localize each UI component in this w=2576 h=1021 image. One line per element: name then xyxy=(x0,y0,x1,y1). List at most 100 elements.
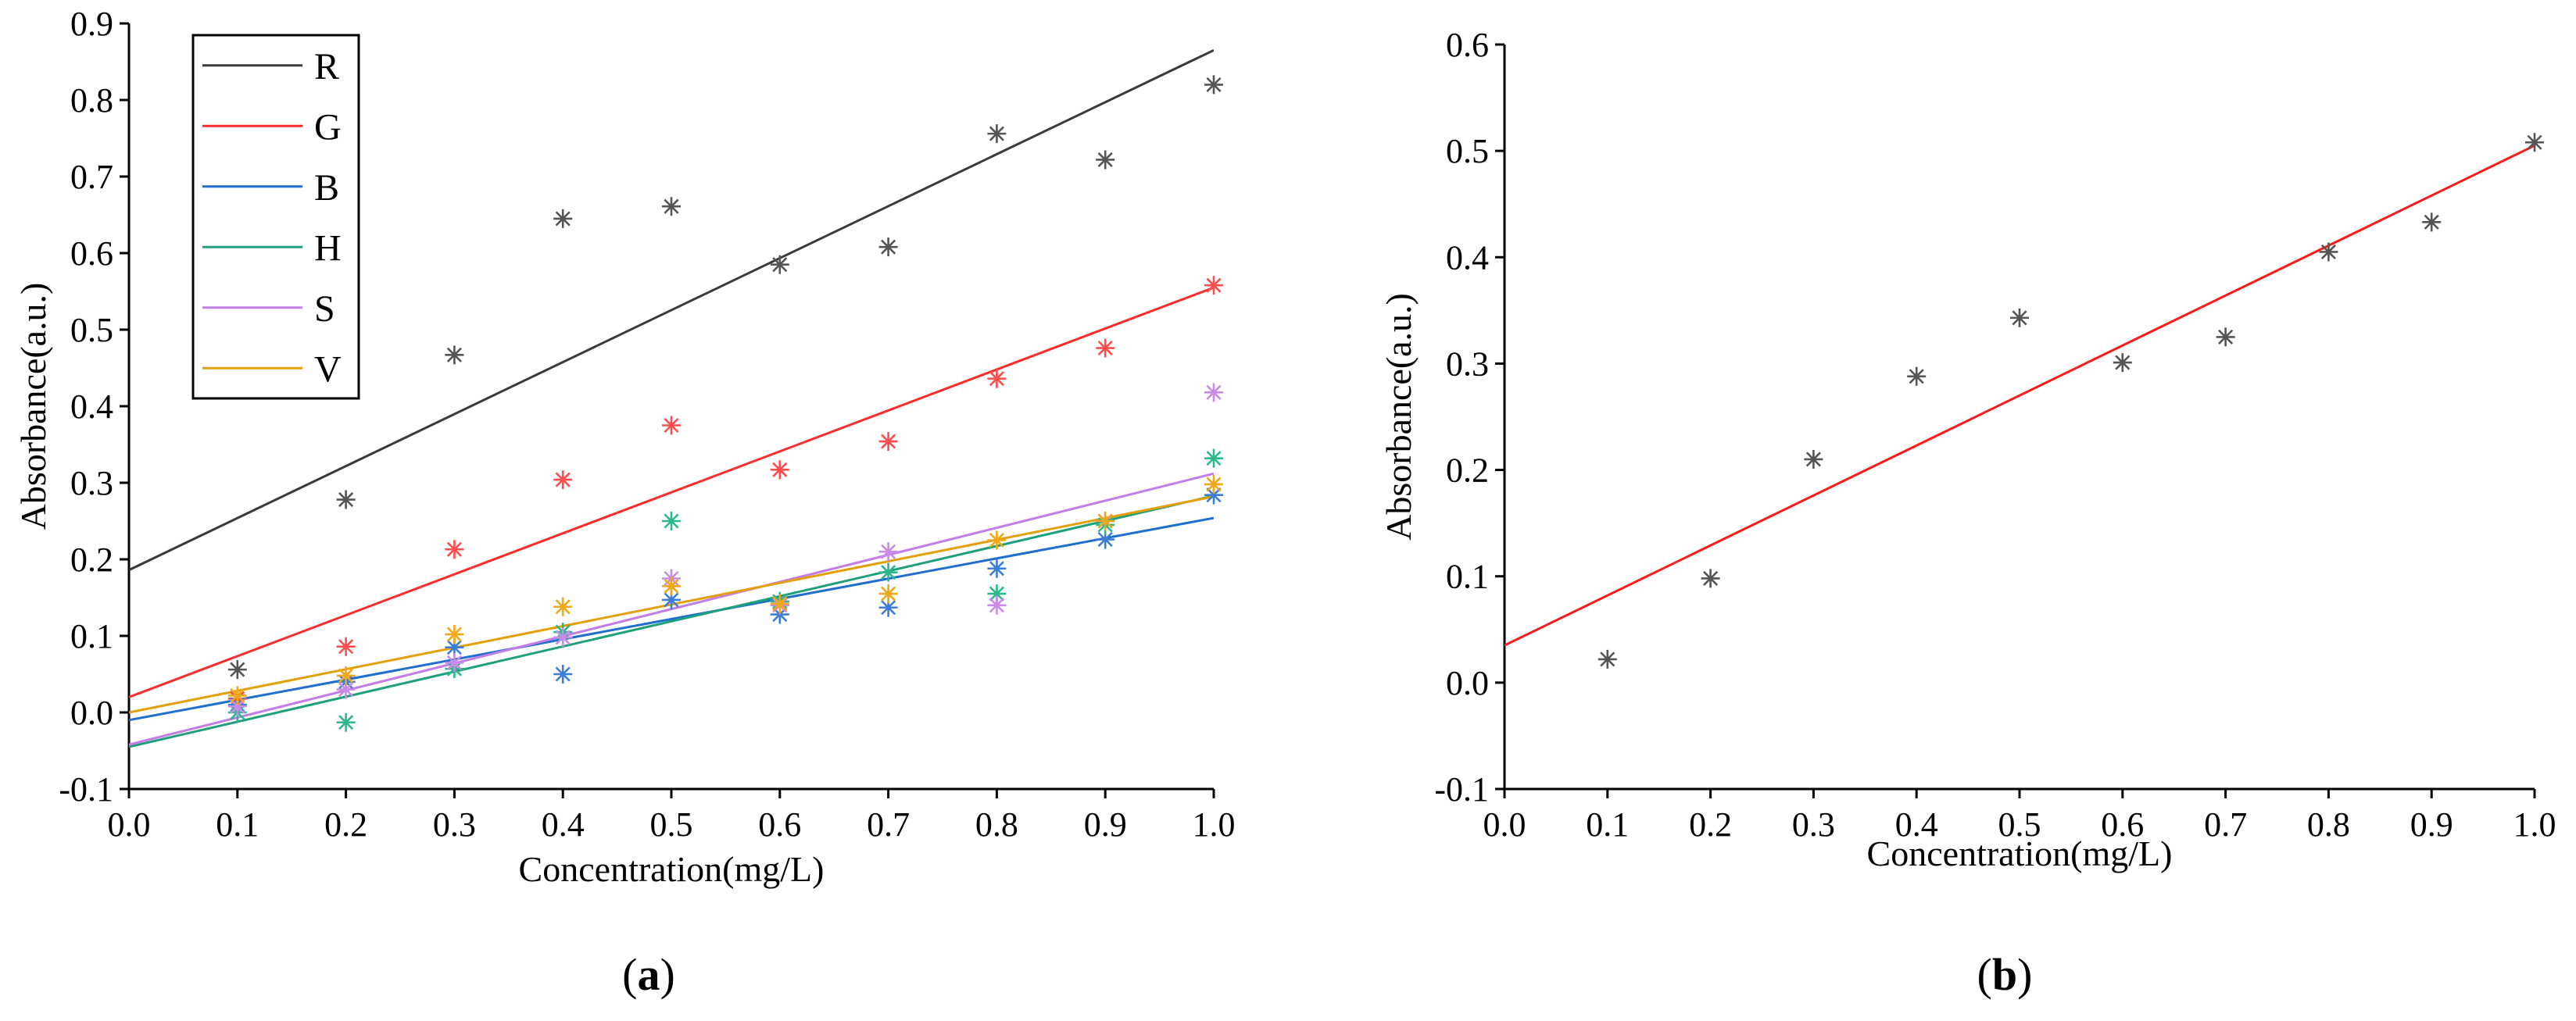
chart0-x-tick-label: 1.0 xyxy=(1193,805,1236,844)
chart1-point-data xyxy=(2422,212,2442,232)
chart0-point-V xyxy=(770,594,789,613)
chart0-point-V-mark xyxy=(553,597,573,616)
chart0-point-R xyxy=(987,124,1007,144)
chart0-legend-label-G: G xyxy=(314,106,342,148)
chart1-point-data xyxy=(2113,353,2132,373)
chart0-legend-item-G: G xyxy=(202,106,342,148)
caption-b-letter: b xyxy=(1992,949,2017,1000)
chart1-point-data-mark xyxy=(2525,133,2544,152)
chart1-point-data-mark xyxy=(2216,327,2235,347)
chart0-x-axis-title: Concentration(mg/L) xyxy=(519,849,825,889)
chart0-point-H xyxy=(1204,448,1223,468)
chart0-points-B xyxy=(227,485,1223,715)
chart0-point-S-mark xyxy=(878,542,898,562)
chart1-y-tick-label: 0.3 xyxy=(1446,344,1489,383)
panel-b-chart: -0.10.00.10.20.30.40.50.60.0 0.1 0.2 0.3 0.4… xyxy=(1379,26,2556,873)
chart0-fit-line-B xyxy=(129,516,1214,722)
chart0-y-tick-label: 0.5 xyxy=(70,311,113,349)
chart0-point-V xyxy=(553,597,573,616)
chart0-points-S xyxy=(227,383,1223,716)
chart0-point-H-mark xyxy=(987,584,1007,604)
chart0-y-tick-label: 0.8 xyxy=(70,81,113,120)
chart1-x-tick-label: 0.7 xyxy=(2204,805,2247,844)
chart0-point-G xyxy=(445,540,464,559)
chart0-point-S xyxy=(878,542,898,562)
chart1-point-data-mark xyxy=(1597,649,1617,669)
chart0-x-tick-label: 0.3 xyxy=(433,805,476,844)
chart0-point-V xyxy=(227,686,247,705)
chart0-point-H-mark xyxy=(336,712,356,732)
chart0-fit-line-H xyxy=(129,494,1214,748)
chart0-point-G-mark xyxy=(662,416,681,435)
chart0-y-tick-label: 0.1 xyxy=(70,617,113,655)
chart0-point-R-mark xyxy=(227,660,247,680)
chart1-point-data xyxy=(1597,649,1617,669)
chart0-point-S xyxy=(336,680,356,699)
chart0-point-B xyxy=(1096,530,1115,549)
chart0-y-tick-label: 0.2 xyxy=(70,541,113,579)
chart0-point-R-mark xyxy=(1096,150,1115,170)
chart0-point-R-mark xyxy=(878,237,898,257)
chart1-point-data-mark xyxy=(1907,366,1927,386)
chart1-x-tick-label: 0.1 xyxy=(1586,805,1629,844)
caption-b-close: ) xyxy=(2017,949,2032,1000)
chart1-x-tick-label: 0.3 xyxy=(1792,805,1835,844)
chart0-series-H xyxy=(129,494,1214,748)
chart0-point-V xyxy=(1096,512,1115,530)
chart0-point-B xyxy=(662,590,681,609)
chart0-point-S-mark xyxy=(987,595,1007,615)
chart0-point-G-mark xyxy=(987,369,1007,388)
chart1-point-data-mark xyxy=(1701,569,1720,588)
chart0-point-G-mark xyxy=(445,540,464,559)
chart0-y-tick-label: -0.1 xyxy=(59,770,113,809)
chart1-fit-line-data xyxy=(1504,144,2535,647)
chart1-x-tick-label: 0.5 xyxy=(1998,805,2041,844)
chart0-x-tick-label: 0.5 xyxy=(650,805,693,844)
chart0-y-tick-label: 0.9 xyxy=(70,5,113,43)
chart0-point-V-mark xyxy=(227,686,247,705)
chart0-point-G xyxy=(770,460,789,480)
chart0-point-V-mark xyxy=(878,584,898,604)
chart0-fit-line-G xyxy=(129,286,1214,698)
chart1-point-data xyxy=(2319,242,2338,262)
chart0-point-R xyxy=(878,237,898,257)
chart1-point-data xyxy=(1907,366,1927,386)
chart0-x-tick-label: 0.8 xyxy=(975,805,1018,844)
chart0-point-H xyxy=(878,562,898,582)
chart0-point-H xyxy=(336,712,356,732)
caption-b-open: ( xyxy=(1977,949,1992,1000)
chart0-point-G xyxy=(336,637,356,656)
chart1-x-axis-title: Concentration(mg/L) xyxy=(1867,834,2173,873)
chart0-point-R xyxy=(662,197,681,216)
chart1-x-tick-label: 0.4 xyxy=(1895,805,1938,844)
chart1-x-tick-label: 0.2 xyxy=(1689,805,1732,844)
chart1-point-data-mark xyxy=(2010,308,2029,327)
chart0-x-tick-label: 0.7 xyxy=(867,805,910,844)
chart1-point-data xyxy=(1804,449,1823,469)
chart1-points-data xyxy=(1597,133,2544,669)
caption-a-letter: a xyxy=(638,949,660,1000)
chart0-point-B-mark xyxy=(1204,485,1223,505)
chart0-point-V-mark xyxy=(987,530,1007,550)
chart0-point-R-mark xyxy=(987,124,1007,144)
chart0-point-V-mark xyxy=(336,666,356,685)
chart0-point-B-mark xyxy=(1096,530,1115,549)
chart0-legend-label-V: V xyxy=(314,348,342,390)
chart0-legend-label-B: B xyxy=(314,167,339,209)
chart1-y-tick-label: 0.5 xyxy=(1446,132,1489,170)
chart0-point-G xyxy=(1096,338,1115,358)
chart1-x-tick-label: 1.0 xyxy=(2513,805,2556,844)
chart0-point-V-mark xyxy=(662,577,681,596)
chart0-point-G-mark xyxy=(878,432,898,452)
chart1-y-tick-label: -0.1 xyxy=(1434,770,1489,809)
chart1-x-tick-label: 0.0 xyxy=(1483,805,1526,844)
chart0-point-R-mark xyxy=(662,197,681,216)
chart0-legend-label-S: S xyxy=(314,288,335,330)
chart0-point-R-mark xyxy=(445,345,464,365)
chart0-legend-item-R: R xyxy=(202,46,339,87)
chart0-point-S xyxy=(227,697,247,716)
chart1-point-data-mark xyxy=(1804,449,1823,469)
chart0-series-G xyxy=(129,286,1214,698)
